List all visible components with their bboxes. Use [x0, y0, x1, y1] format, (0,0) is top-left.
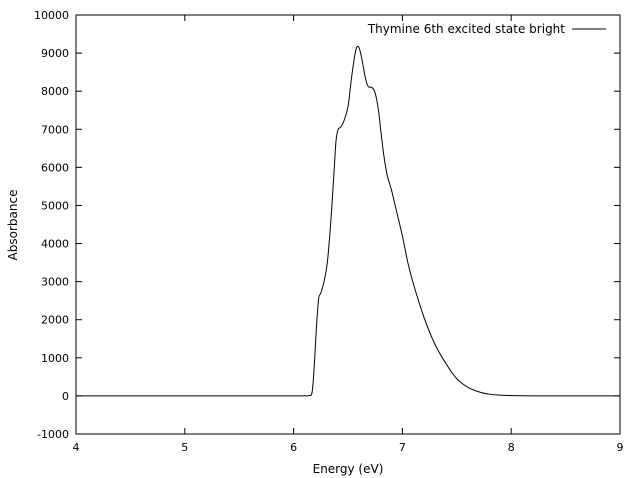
x-tick-label: 7	[399, 441, 406, 454]
plot-frame	[75, 14, 621, 435]
x-axis-ticks: 4 5 6 7 8 9	[73, 15, 624, 454]
x-axis-label: Energy (eV)	[313, 462, 384, 476]
x-tick-label: 6	[290, 441, 297, 454]
y-tick-label: 10000	[34, 9, 69, 22]
y-tick-label: -1000	[37, 428, 69, 441]
y-tick-label: 9000	[41, 47, 69, 60]
y-axis-ticks: -1000 0 1000 2000 3000 4000 5000 6000 7000 8000 90…	[34, 9, 620, 441]
y-tick-label: 3000	[41, 276, 69, 289]
y-tick-label: 7000	[41, 123, 69, 136]
x-tick-label: 5	[181, 441, 188, 454]
y-tick-label: 8000	[41, 85, 69, 98]
x-tick-label: 9	[617, 441, 624, 454]
series-line	[75, 45, 621, 397]
y-tick-label: 5000	[41, 199, 69, 212]
legend-label: Thymine 6th excited state bright	[367, 22, 565, 36]
legend: Thymine 6th excited state bright	[367, 22, 606, 36]
y-tick-label: 0	[62, 390, 69, 403]
y-axis-label: Absorbance	[6, 190, 20, 261]
y-tick-label: 4000	[41, 238, 69, 251]
y-tick-label: 1000	[41, 352, 69, 365]
y-tick-label: 2000	[41, 314, 69, 327]
y-tick-label: 6000	[41, 161, 69, 174]
x-tick-label: 8	[508, 441, 515, 454]
series-layer	[75, 45, 621, 397]
x-tick-label: 4	[73, 441, 80, 454]
